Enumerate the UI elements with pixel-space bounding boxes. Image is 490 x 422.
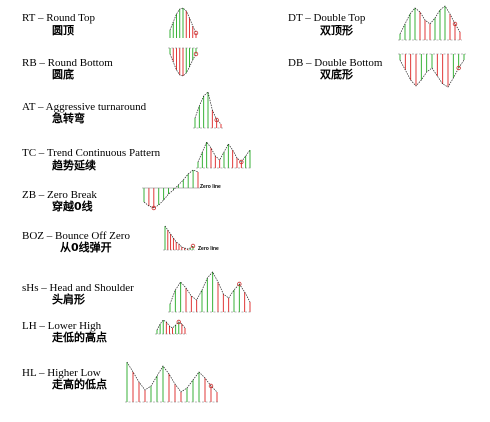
higher-low-figure	[125, 361, 219, 403]
trend-line	[399, 5, 461, 35]
trend-line	[399, 59, 465, 88]
zh-aggressive-turnaround: 急转弯	[52, 112, 85, 125]
label-double-bottom: DB – Double Bottom	[288, 57, 383, 69]
pattern-marker	[176, 319, 181, 325]
label-zero-break: ZB – Zero Break	[22, 189, 97, 201]
pattern-marker	[452, 21, 458, 27]
pattern-marker	[214, 117, 219, 123]
label-lower-high: LH – Lower High	[22, 320, 102, 332]
label-round-bottom: RB – Round Bottom	[22, 57, 113, 69]
double-bottom-figure	[398, 53, 466, 88]
pattern-marker	[456, 65, 461, 71]
pattern-marker	[190, 243, 196, 249]
zero-line-note: Zero line	[200, 184, 221, 190]
trend-line	[169, 53, 197, 77]
zh-zero-break: 穿越0线	[52, 200, 93, 213]
pattern-marker	[208, 383, 214, 389]
zh-round-bottom: 圆底	[52, 68, 74, 81]
zh-double-bottom: 双底形	[320, 68, 353, 81]
bounce-off-zero-figure: Zero line	[163, 225, 219, 252]
label-round-top: RT – Round Top	[22, 12, 96, 24]
label-double-top: DT – Double Top	[288, 12, 366, 24]
pattern-marker	[193, 30, 199, 36]
label-trend-continuous: TC – Trend Continuous Pattern	[22, 147, 161, 159]
label-higher-low: HL – Higher Low	[22, 367, 101, 379]
zh-bounce-off-zero: 从0线弹开	[60, 241, 112, 254]
pattern-marker	[239, 159, 244, 165]
trend-line	[194, 91, 222, 125]
zh-double-top: 双顶形	[320, 24, 353, 37]
zh-lower-high: 走低的高点	[52, 331, 107, 344]
trend-line	[164, 225, 194, 250]
round-top-figure	[169, 7, 199, 38]
zero-break-figure: Zero line	[142, 169, 221, 211]
double-top-figure	[398, 5, 462, 41]
trend-line	[143, 169, 199, 209]
label-aggressive-turnaround: AT – Aggressive turnaround	[22, 101, 147, 113]
trend-line	[197, 141, 251, 163]
pattern-marker	[193, 51, 199, 57]
zh-trend-continuous: 趋势延续	[52, 159, 96, 172]
pattern-marker	[151, 205, 157, 211]
head-shoulder-figure	[168, 271, 252, 313]
aggressive-turnaround-figure	[193, 91, 223, 129]
trend-line	[169, 271, 251, 305]
lower-high-figure	[155, 319, 187, 335]
trend-continuous-figure	[196, 141, 252, 169]
trend-line	[126, 361, 218, 393]
zero-line-note: Zero line	[198, 246, 219, 252]
pattern-marker	[237, 281, 242, 287]
label-bounce-off-zero: BOZ – Bounce Off Zero	[22, 230, 130, 242]
zh-head-shoulder: 头肩形	[52, 293, 85, 306]
zh-round-top: 圆顶	[52, 24, 74, 37]
label-head-shoulder: sHs – Head and Shoulder	[22, 282, 134, 294]
round-bottom-figure	[168, 47, 199, 77]
zh-higher-low: 走高的低点	[52, 378, 107, 391]
